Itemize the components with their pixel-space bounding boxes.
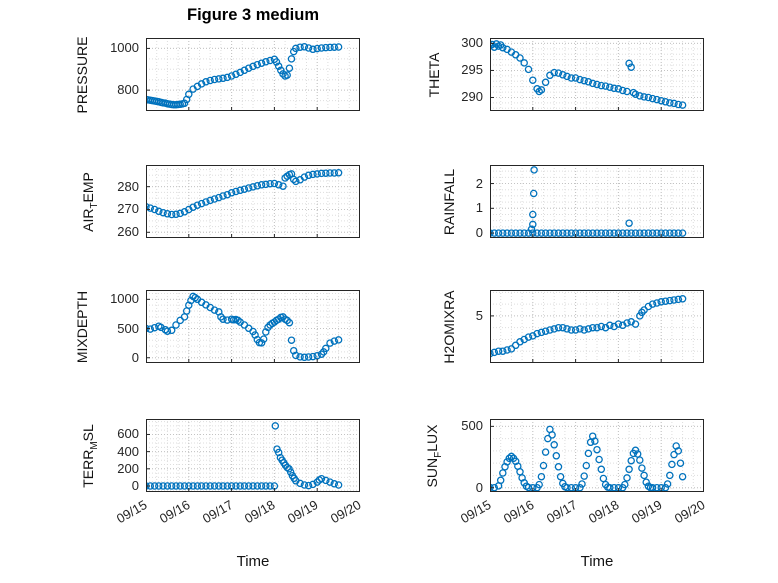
figure-title: Figure 3 medium xyxy=(186,6,320,24)
chart-svg-sunflux xyxy=(490,419,704,492)
data-points xyxy=(490,40,687,109)
chart-svg-terrmsl xyxy=(146,419,360,492)
chart-svg-airtemp xyxy=(146,165,360,238)
subplot-airtemp: 260 270 280 AIRTEMP xyxy=(80,165,360,239)
subplot-terrmsl: 0 200 400 600 09/15 09/16 09/17 09/18 09/19 09/20… xyxy=(80,419,364,526)
y-tick-label: 2 xyxy=(475,175,483,191)
chart-svg-theta xyxy=(490,38,704,111)
subplot-mixdepth: 0 500 1000 MIXDEPTH xyxy=(74,290,360,365)
subplot-rainfall: 0 1 2 RAINFALL xyxy=(441,165,704,240)
data-points xyxy=(146,422,343,490)
y-tick-label: 280 xyxy=(117,178,139,194)
y-tick-label: 1000 xyxy=(110,40,139,56)
y-tick-label: 260 xyxy=(117,224,139,240)
y-tick-label: 5 xyxy=(475,307,483,323)
chart-svg-rainfall xyxy=(490,165,704,238)
y-tick-label: 0 xyxy=(475,479,483,495)
subplot-h2omixra: 5 H2OMIXRA xyxy=(441,290,704,363)
y-tick-label: 290 xyxy=(461,89,483,105)
data-points xyxy=(490,425,687,492)
x-axis-label-left: Time xyxy=(236,553,270,570)
y-axis-label: PRESSURE xyxy=(74,35,90,114)
data-points xyxy=(146,292,343,362)
y-tick-label: 500 xyxy=(117,320,139,336)
data-points xyxy=(146,43,343,109)
y-tick-label: 300 xyxy=(461,35,483,51)
subplot-pressure: 800 1000 PRESSURE xyxy=(74,36,360,113)
y-tick-label: 0 xyxy=(131,349,139,365)
y-tick-label: 500 xyxy=(461,418,483,434)
y-tick-label: 270 xyxy=(117,201,139,217)
y-tick-label: 800 xyxy=(117,82,139,98)
chart-svg-mixdepth xyxy=(146,290,360,363)
y-tick-label: 200 xyxy=(117,460,139,476)
y-axis-label: SUNFLUX xyxy=(423,424,444,487)
y-axis-label: THETA xyxy=(425,52,442,97)
y-tick-label: 0 xyxy=(475,225,483,241)
subplot-theta: 290 295 300 THETA xyxy=(426,35,704,111)
y-tick-label: 1 xyxy=(475,200,483,216)
y-tick-label: 400 xyxy=(117,443,139,459)
y-axis-label: RAINFALL xyxy=(440,168,457,235)
y-tick-label: 600 xyxy=(117,426,139,442)
y-axis-label: TERRMSL xyxy=(79,423,100,488)
y-axis-label: H2OMIXRA xyxy=(440,289,457,364)
data-points xyxy=(490,295,687,358)
data-points xyxy=(146,169,343,219)
chart-svg-h2omixra xyxy=(490,290,704,363)
data-points xyxy=(490,166,687,237)
y-tick-label: 295 xyxy=(461,62,483,78)
y-axis-label: MIXDEPTH xyxy=(74,290,90,363)
x-axis-label-right: Time xyxy=(580,553,614,570)
y-tick-label: 1000 xyxy=(110,291,139,307)
y-axis-label: AIRTEMP xyxy=(79,171,100,232)
subplot-sunflux: 0 500 09/15 09/16 09/17 09/18 09/19 09/20 SUNFLU… xyxy=(424,418,708,526)
chart-svg-pressure xyxy=(146,38,360,111)
y-tick-label: 0 xyxy=(131,477,139,493)
